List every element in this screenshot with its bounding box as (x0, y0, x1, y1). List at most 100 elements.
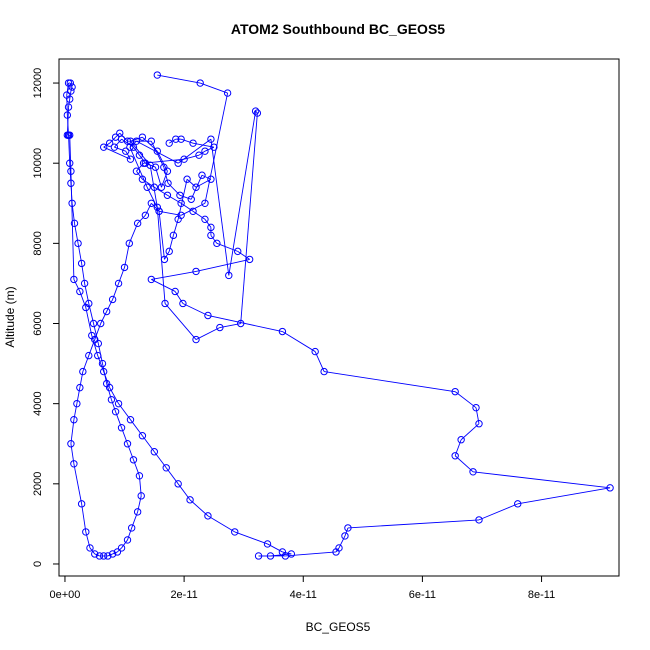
series-segment (121, 539, 128, 549)
data-point (117, 424, 126, 432)
series-segment (100, 311, 108, 324)
series-segment (180, 202, 194, 212)
data-point (86, 544, 94, 552)
data-point (138, 175, 147, 183)
series-segment (112, 551, 118, 555)
data-point (123, 137, 132, 145)
data-point (174, 159, 182, 167)
x-axis: 0e+00 2e-11 4e-11 6e-11 8e-11 (50, 575, 555, 601)
series-segment (164, 251, 170, 260)
data-point (122, 147, 130, 155)
data-point (123, 536, 132, 544)
data-point (74, 239, 82, 248)
x-tick-label: 6e-11 (409, 589, 436, 601)
data-point (234, 247, 242, 256)
data-point (120, 263, 129, 272)
data-point (66, 131, 74, 139)
data-point (107, 395, 116, 404)
data-point (73, 399, 81, 408)
series-segment (73, 463, 83, 504)
data-point (151, 163, 160, 171)
series-segment (158, 211, 165, 260)
data-point (127, 524, 136, 532)
data-point (126, 155, 135, 163)
data-point (164, 179, 172, 187)
series-segment (347, 519, 480, 529)
series-segment (114, 146, 126, 152)
series-segment (234, 531, 268, 545)
data-point (77, 259, 86, 268)
data-point (132, 167, 141, 175)
data-point (207, 231, 215, 240)
series-segment (107, 553, 113, 557)
y-tick-label: 10000 (32, 148, 44, 179)
data-point (469, 468, 477, 476)
series-segment (76, 387, 81, 404)
series-segment (73, 279, 81, 292)
series-segment (228, 111, 257, 276)
data-point (176, 191, 184, 199)
data-point (475, 516, 483, 524)
x-tick-label: 0e+00 (50, 589, 81, 601)
series-segment (204, 219, 212, 228)
data-point (253, 109, 262, 117)
data-point (82, 528, 90, 536)
series-segment (517, 487, 611, 505)
data-point (266, 552, 275, 560)
series-segment (255, 110, 258, 114)
series-segment (237, 250, 250, 260)
series-segment (344, 527, 349, 537)
series-segment (454, 455, 474, 473)
data-point (231, 528, 239, 536)
data-point (189, 207, 197, 215)
series-segment (195, 327, 221, 340)
data-point (177, 199, 185, 207)
series-segment (335, 547, 340, 553)
data-point (102, 307, 111, 316)
series-segment (454, 391, 477, 409)
series-segment (115, 411, 122, 428)
data-point (99, 552, 108, 560)
series-segment (111, 399, 117, 412)
data-point (207, 223, 215, 232)
data-point (169, 231, 178, 240)
data-point (204, 311, 212, 320)
data-point (177, 135, 185, 143)
x-tick-label: 8e-11 (528, 589, 555, 601)
series-segment (159, 210, 182, 216)
data-point (183, 175, 191, 183)
series-segment (156, 207, 166, 304)
series-segment (168, 138, 177, 144)
data-point (95, 552, 104, 560)
data-point (153, 71, 161, 79)
series-segment (127, 443, 134, 460)
series-segment (180, 138, 194, 144)
data-point (147, 137, 156, 145)
series-segment (89, 547, 96, 555)
data-point (97, 319, 105, 328)
data-point (192, 335, 200, 344)
series-segment (125, 150, 131, 160)
series-segment (164, 303, 197, 340)
series-segment (70, 419, 75, 444)
data-point (162, 464, 170, 472)
data-point (138, 432, 147, 440)
data-point (195, 151, 203, 159)
series-segment (79, 371, 84, 388)
series-segment (149, 165, 158, 208)
data-point (201, 199, 209, 207)
series-segment (109, 136, 116, 144)
data-point (143, 183, 151, 191)
data-point (157, 183, 166, 191)
series-segment (186, 178, 197, 188)
data-point (281, 552, 290, 560)
data-point (335, 544, 343, 552)
data-point (263, 540, 272, 548)
data-point (192, 267, 200, 276)
series-segment (127, 527, 133, 541)
data-point (99, 143, 108, 151)
data-point (80, 279, 89, 288)
data-point (113, 548, 122, 556)
